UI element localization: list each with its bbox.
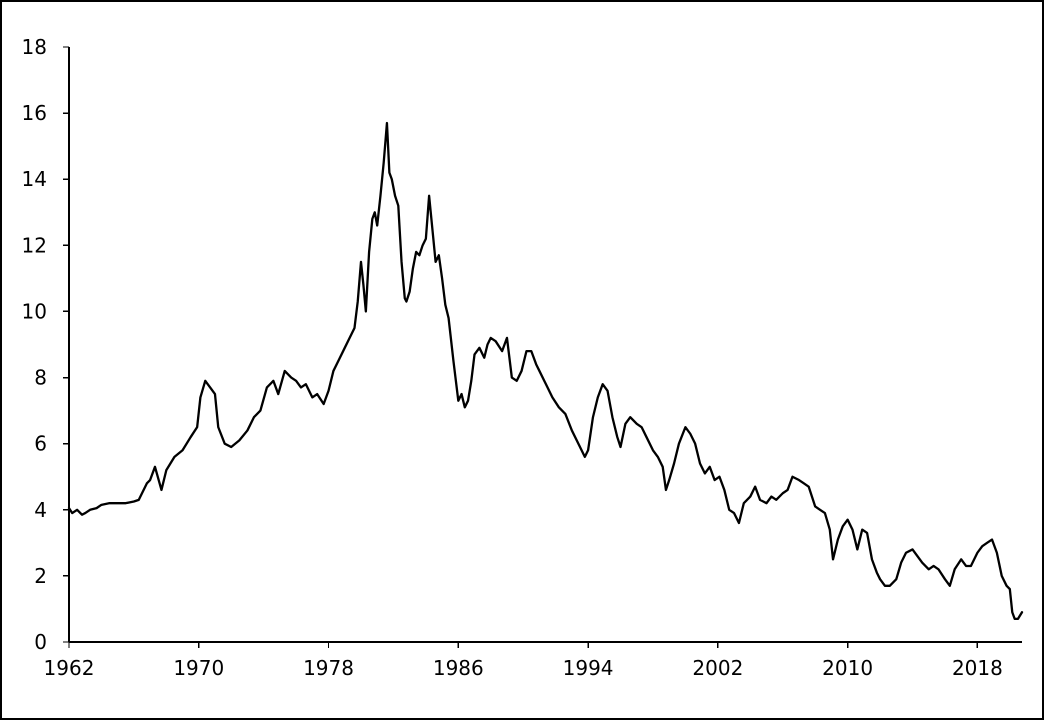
y-tick-label: 4: [34, 498, 47, 522]
x-tick-label: 1986: [433, 656, 484, 680]
x-tick-label: 1994: [563, 656, 614, 680]
x-tick-label: 2002: [692, 656, 743, 680]
tick-labels: 0 2 4 6 8 10 12 14 16 18 1962 1970 1978 1986 1994 2002 2…: [22, 35, 1003, 680]
y-tick-label: 16: [22, 101, 47, 125]
series: [67, 121, 1024, 621]
y-tick-label: 8: [34, 366, 47, 390]
x-tick-label: 1978: [303, 656, 354, 680]
x-tick-label: 1970: [173, 656, 224, 680]
axes: [68, 47, 1022, 643]
y-tick-label: 0: [34, 630, 47, 654]
x-tick-label: 2010: [822, 656, 873, 680]
y-tick-label: 2: [34, 564, 47, 588]
x-tick-label: 1962: [44, 656, 95, 680]
y-tick-label: 6: [34, 432, 47, 456]
y-tick-label: 14: [22, 167, 47, 191]
tick-marks: [63, 46, 979, 648]
series-line: [67, 121, 1024, 621]
x-tick-label: 2018: [952, 656, 1003, 680]
y-tick-label: 18: [22, 35, 47, 59]
y-tick-label: 12: [22, 233, 47, 257]
y-tick-label: 10: [22, 299, 47, 323]
